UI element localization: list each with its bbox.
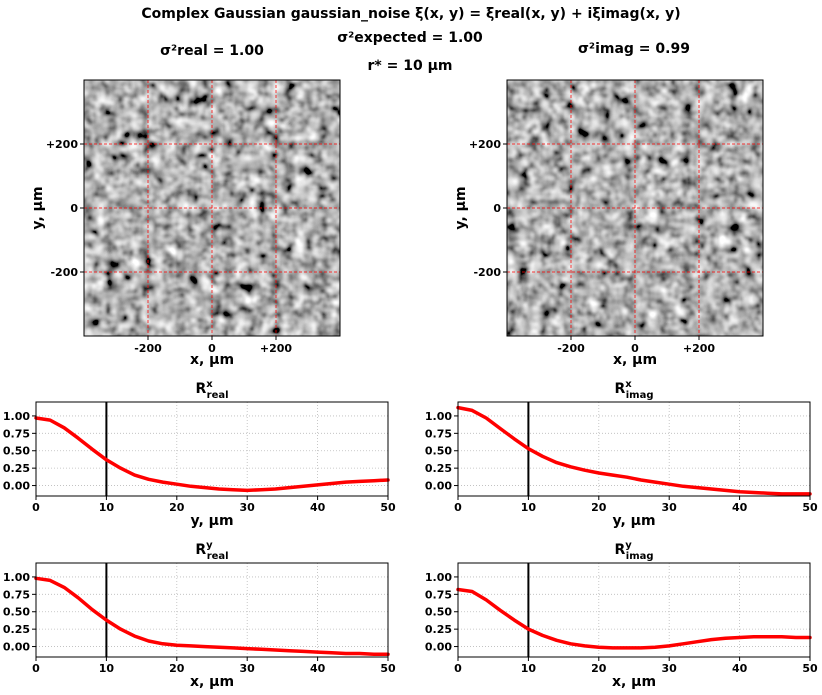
heatmap-xtick-label: +200 <box>683 342 716 355</box>
line-xtick-label: 10 <box>521 501 537 514</box>
sigma-real-label: σ²real = 1.00 <box>160 43 264 59</box>
line-xtick-label: 30 <box>240 501 256 514</box>
line-ytick-label: 0.75 <box>425 588 452 601</box>
line-ytick-label: 1.00 <box>3 571 30 584</box>
line-frame <box>457 562 811 658</box>
line-xtick-label: 30 <box>662 662 678 675</box>
line-xlabel: y, μm <box>190 513 233 529</box>
line-xtick-label: 20 <box>169 662 185 675</box>
line-title: Rx imag <box>615 379 654 401</box>
line-xtick-label: 40 <box>732 662 748 675</box>
heatmap-ytick-label: 0 <box>493 202 501 215</box>
line-xtick-label: 50 <box>802 662 818 675</box>
heatmap-ylabel: y, μm <box>453 186 469 229</box>
line-ytick-label: 1.00 <box>425 410 452 423</box>
line-ytick-label: 0.50 <box>3 606 30 619</box>
heatmap-ytick-label: -200 <box>473 266 501 279</box>
line-ytick-label: 0.25 <box>3 623 30 636</box>
line-xtick-label: 0 <box>454 662 462 675</box>
line-ytick-label: 1.00 <box>425 571 452 584</box>
heatmap-real-panel: -200 0 +200 +200 0 -200 x, μm y, μm <box>30 79 341 368</box>
line-xtick-label: 20 <box>591 662 607 675</box>
line-ytick-label: 0.00 <box>3 641 30 654</box>
line-ytick-label: 0.50 <box>3 445 30 458</box>
rx-imag-panel: 0 10 20 30 40 50 0.00 0.25 0.50 0.75 1.00 y, μm Rx im… <box>425 379 818 529</box>
heatmap-xlabel: x, μm <box>190 352 234 368</box>
line-ytick-label: 0.25 <box>425 623 452 636</box>
line-title: Ry real <box>195 540 228 562</box>
sigma-imag-label: σ²imag = 0.99 <box>578 41 690 57</box>
ry-imag-panel: 0 10 20 30 40 50 0.00 0.25 0.50 0.75 1.00 x, μm Ry im… <box>425 540 818 690</box>
line-xtick-label: 40 <box>310 662 326 675</box>
line-ytick-label: 0.75 <box>425 427 452 440</box>
line-ytick-label: 0.25 <box>425 462 452 475</box>
line-frame <box>457 401 811 497</box>
line-xtick-label: 10 <box>99 501 115 514</box>
heatmap-xtick-label: -200 <box>557 342 585 355</box>
heatmap-ytick-label: 0 <box>70 202 78 215</box>
line-xtick-label: 30 <box>662 501 678 514</box>
heatmap-ytick-label: +200 <box>469 138 502 151</box>
heatmap-xlabel: x, μm <box>613 352 657 368</box>
line-xtick-label: 50 <box>380 501 396 514</box>
rx-real-panel: 0 10 20 30 40 50 0.00 0.25 0.50 0.75 1.00 y, μm Rx re… <box>3 379 396 529</box>
line-xtick-label: 0 <box>32 501 40 514</box>
line-xlabel: x, μm <box>612 674 656 690</box>
correlation-curve <box>34 416 390 493</box>
line-ytick-label: 0.00 <box>3 480 30 493</box>
line-xtick-label: 10 <box>99 662 115 675</box>
correlation-curve <box>456 587 812 650</box>
line-xtick-label: 50 <box>380 662 396 675</box>
line-ytick-label: 0.00 <box>425 641 452 654</box>
heatmap-xtick-label: 0 <box>631 342 639 355</box>
line-frame <box>35 401 389 497</box>
correlation-curve <box>34 576 390 656</box>
line-ytick-label: 0.50 <box>425 445 452 458</box>
figure-title: Complex Gaussian gaussian_noise ξ(x, y) … <box>141 6 680 22</box>
heatmap-ytick-label: -200 <box>50 266 78 279</box>
line-xtick-label: 40 <box>732 501 748 514</box>
correlation-curve <box>456 405 812 496</box>
line-title: Rx real <box>195 379 228 401</box>
line-xtick-label: 20 <box>591 501 607 514</box>
heatmap-imag-panel: -200 0 +200 +200 0 -200 x, μm y, μm <box>453 79 764 368</box>
line-ytick-label: 0.25 <box>3 462 30 475</box>
heatmap-xtick-label: +200 <box>260 342 293 355</box>
line-xlabel: x, μm <box>190 674 234 690</box>
line-xlabel: y, μm <box>612 513 655 529</box>
line-xtick-label: 20 <box>169 501 185 514</box>
ry-real-panel: 0 10 20 30 40 50 0.00 0.25 0.50 0.75 1.00 x, μm Ry re… <box>3 540 396 690</box>
line-title: Ry imag <box>614 540 653 562</box>
line-xtick-label: 0 <box>454 501 462 514</box>
line-xtick-label: 40 <box>310 501 326 514</box>
line-ytick-label: 0.00 <box>425 480 452 493</box>
heatmap-ytick-label: +200 <box>46 138 79 151</box>
line-ytick-label: 1.00 <box>3 410 30 423</box>
line-xtick-label: 30 <box>240 662 256 675</box>
line-frame <box>35 562 389 658</box>
heatmap-xtick-label: 0 <box>208 342 216 355</box>
line-ytick-label: 0.75 <box>3 427 30 440</box>
line-xtick-label: 10 <box>521 662 537 675</box>
line-ytick-label: 0.50 <box>425 606 452 619</box>
heatmap-ylabel: y, μm <box>30 186 46 229</box>
line-xtick-label: 0 <box>32 662 40 675</box>
line-xtick-label: 50 <box>802 501 818 514</box>
r-star-label: r* = 10 μm <box>368 58 453 74</box>
sigma-expected-label: σ²expected = 1.00 <box>337 30 483 46</box>
line-ytick-label: 0.75 <box>3 588 30 601</box>
heatmap-xtick-label: -200 <box>134 342 162 355</box>
